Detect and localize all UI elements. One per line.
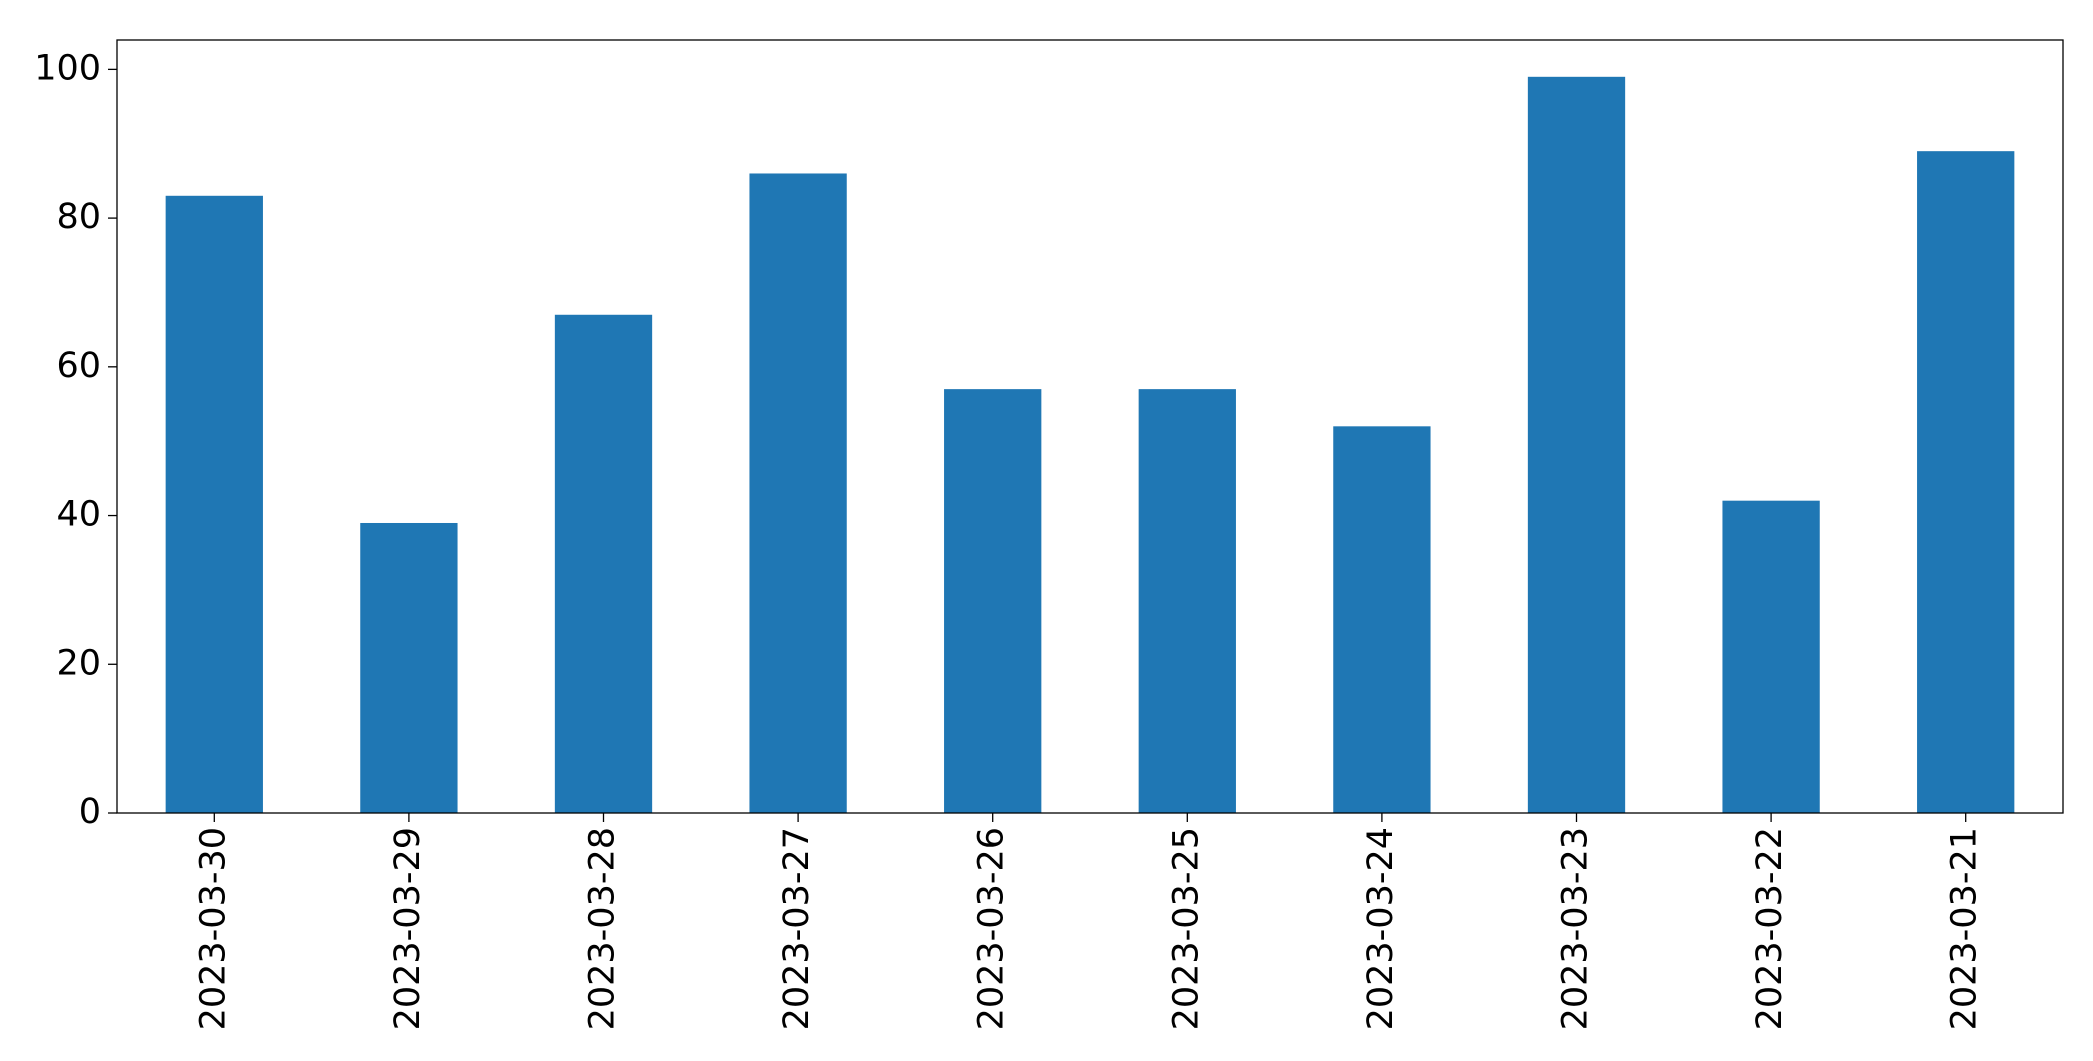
bar	[1917, 151, 2015, 814]
plot-frame	[116, 39, 2064, 814]
x-tick-label: 2023-03-21	[1945, 827, 1985, 1030]
y-tick-label: 0	[79, 792, 101, 832]
bar	[554, 314, 653, 813]
bar	[749, 173, 847, 813]
y-tick-label: 40	[56, 495, 101, 535]
x-tick-label: 2023-03-30	[193, 827, 233, 1030]
bar	[1722, 500, 1820, 813]
x-tick-label: 2023-03-24	[1361, 827, 1401, 1030]
x-tick-label: 2023-03-27	[777, 827, 817, 1030]
x-tick-label: 2023-03-29	[388, 827, 428, 1030]
bar	[1138, 389, 1236, 813]
bar	[1527, 76, 1626, 814]
bar	[1333, 426, 1431, 813]
bar	[944, 389, 1042, 813]
y-tick-label: 60	[56, 346, 101, 386]
x-tick-label: 2023-03-28	[583, 827, 623, 1030]
x-tick-label: 2023-03-25	[1166, 827, 1206, 1030]
bar	[360, 522, 458, 813]
y-tick-label: 100	[34, 48, 101, 88]
x-tick-label: 2023-03-26	[972, 827, 1012, 1030]
x-tick-label: 2023-03-23	[1556, 827, 1596, 1030]
bar	[165, 195, 263, 814]
x-tick-label: 2023-03-22	[1750, 827, 1790, 1030]
y-tick-label: 20	[56, 643, 101, 683]
y-tick-label: 80	[56, 197, 101, 237]
